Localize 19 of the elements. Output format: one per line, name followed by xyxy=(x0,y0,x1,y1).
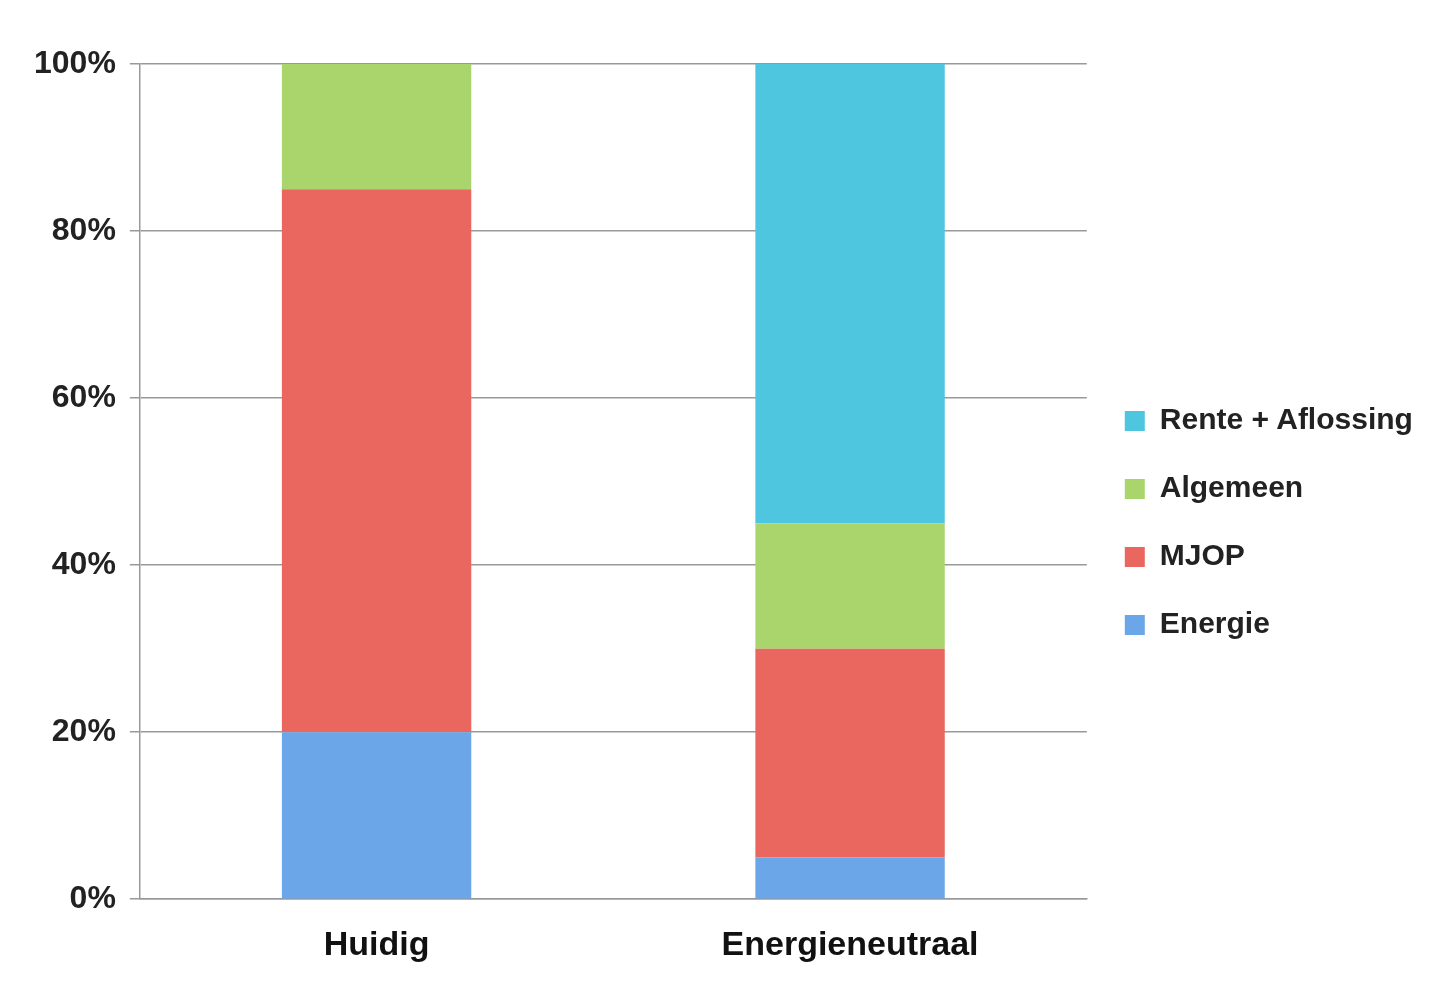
y-tick-label: 0% xyxy=(69,879,116,916)
legend-label: Rente + Aflossing xyxy=(1159,402,1413,436)
legend-label: MJOP xyxy=(1159,538,1245,572)
y-tick-label: 60% xyxy=(51,377,116,414)
y-tick-label: 80% xyxy=(51,210,116,247)
legend-label: Algemeen xyxy=(1159,470,1304,504)
bar xyxy=(755,857,945,899)
bar xyxy=(755,523,945,649)
bar xyxy=(281,732,472,899)
y-tick-label: 40% xyxy=(51,544,116,581)
bar xyxy=(755,648,945,858)
x-tick-label: Huidig xyxy=(323,923,430,962)
bar xyxy=(281,64,472,190)
x-tick-label: Energieneutraal xyxy=(721,923,979,962)
y-tick-label: 100% xyxy=(34,43,116,80)
legend-label: Energie xyxy=(1159,606,1270,640)
y-tick-label: 20% xyxy=(51,711,116,748)
bar xyxy=(755,64,945,524)
bar xyxy=(281,189,472,733)
